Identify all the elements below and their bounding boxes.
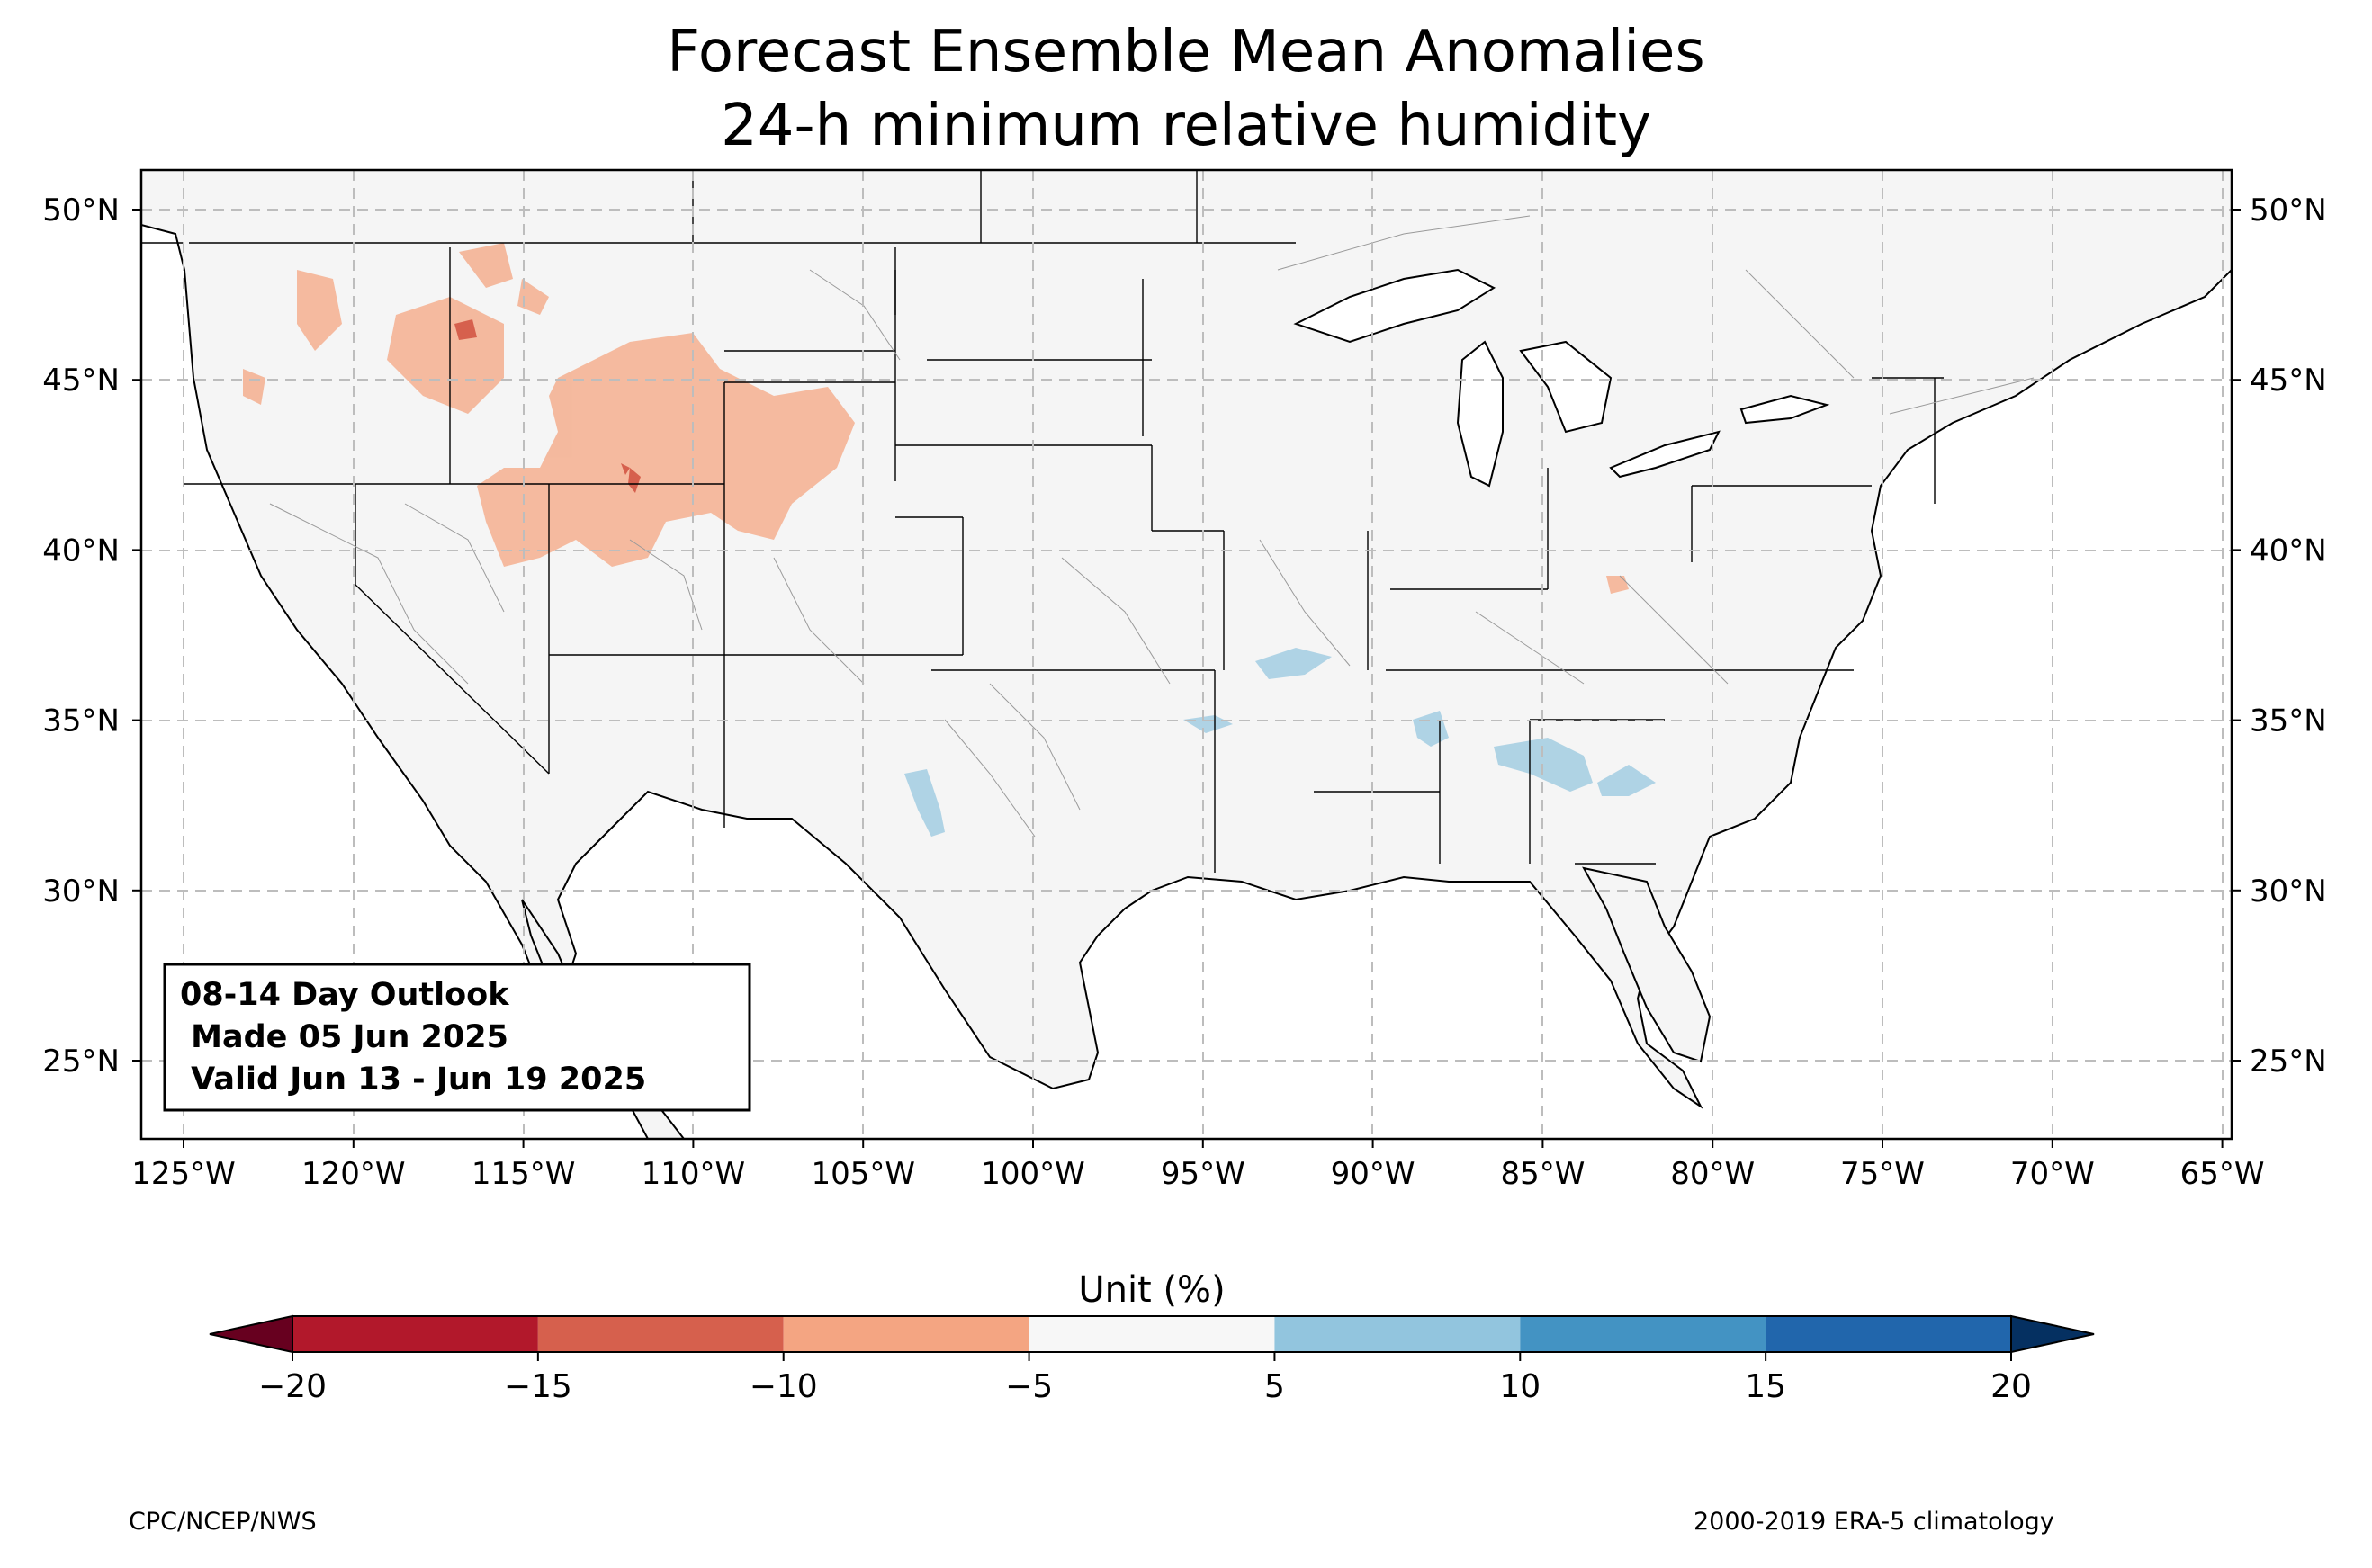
- map-panel: [139, 168, 2233, 1141]
- colorbar-ticks: −20 −15 −10 −5 5 10 15 20: [258, 1352, 2032, 1405]
- lon-tick-label: 110°W: [642, 1156, 746, 1192]
- lon-tick-label: 120°W: [301, 1156, 406, 1192]
- lon-tick-label: 65°W: [2180, 1156, 2265, 1192]
- colorbar-tick-label: 20: [1990, 1368, 2032, 1405]
- colorbar-tick-label: −5: [1005, 1368, 1053, 1405]
- colorbar-segment: [292, 1316, 538, 1352]
- footer-climatology: 2000-2019 ERA-5 climatology: [1694, 1508, 2054, 1536]
- colorbar-segment: [537, 1316, 784, 1352]
- outlook-info-box: 08-14 Day Outlook Made 05 Jun 2025 Valid…: [163, 963, 751, 1112]
- colorbar-segment: [1520, 1316, 1766, 1352]
- colorbar-tick-label: 15: [1745, 1368, 1786, 1405]
- latitude-axis-left: 50°N 45°N 40°N 35°N 30°N 25°N: [42, 193, 141, 1080]
- lon-tick-label: 90°W: [1331, 1156, 1415, 1192]
- lake-ontario: [1739, 394, 1830, 425]
- footer-source: CPC/NCEP/NWS: [129, 1508, 317, 1536]
- colorbar-segment: [1766, 1316, 2011, 1352]
- lake-huron: [1519, 340, 1613, 434]
- lat-tick-label-left: 30°N: [42, 874, 120, 909]
- colorbar-tick-label: −10: [750, 1368, 818, 1405]
- lon-tick-label: 70°W: [2010, 1156, 2095, 1192]
- info-line-2: Made 05 Jun 2025: [180, 1019, 508, 1055]
- colorbar-extend-high: [2010, 1314, 2095, 1354]
- info-line-3: Valid Jun 13 - Jun 19 2025: [180, 1062, 646, 1098]
- chart-subtitle: 24-h minimum relative humidity: [721, 93, 1651, 159]
- lon-tick-label: 105°W: [811, 1156, 915, 1192]
- lake-superior: [1293, 268, 1496, 344]
- lat-tick-label-right: 40°N: [2250, 533, 2327, 569]
- latitude-axis-right: 50°N 45°N 40°N 35°N 30°N 25°N: [2232, 193, 2327, 1080]
- longitude-axis: 125°W 120°W 115°W 110°W 105°W 100°W 95°W 90°W 85…: [131, 1139, 2265, 1192]
- lon-tick-label: 75°W: [1840, 1156, 1925, 1192]
- info-line-1: 08-14 Day Outlook: [180, 977, 509, 1013]
- lon-tick-label: 115°W: [472, 1156, 576, 1192]
- lat-tick-label-left: 40°N: [42, 533, 120, 569]
- lon-tick-label: 100°W: [981, 1156, 1085, 1192]
- chart-title: Forecast Ensemble Mean Anomalies: [667, 19, 1705, 85]
- lat-tick-label-right: 30°N: [2250, 874, 2327, 909]
- lat-tick-label-left: 35°N: [42, 703, 120, 739]
- dry-anomaly-areas: [243, 243, 1629, 594]
- colorbar-segment: [1274, 1316, 1521, 1352]
- lake-erie: [1609, 430, 1721, 479]
- county-lines: [269, 215, 2035, 838]
- colorbar-outline: [292, 1315, 2012, 1353]
- map-frame: [139, 168, 2233, 1141]
- colorbar-segment: [783, 1316, 1029, 1352]
- dry-anomaly-cores: [454, 319, 641, 493]
- lat-tick-label-right: 35°N: [2250, 703, 2327, 739]
- colorbar-tick-label: −15: [504, 1368, 572, 1405]
- colorbar-extend-low: [209, 1314, 293, 1354]
- colorbar-label: Unit (%): [1078, 1269, 1225, 1311]
- lon-tick-label: 95°W: [1161, 1156, 1245, 1192]
- lat-tick-label-right: 50°N: [2250, 193, 2327, 228]
- lat-tick-label-left: 50°N: [42, 193, 120, 228]
- colorbar-tick-label: 10: [1499, 1368, 1541, 1405]
- lake-michigan: [1456, 340, 1504, 488]
- lon-tick-label: 125°W: [131, 1156, 236, 1192]
- colorbar: Unit (%) −20 −15 −10 −5 5 10 15 20: [209, 1269, 2095, 1405]
- lat-tick-label-left: 25°N: [42, 1044, 120, 1080]
- lat-tick-label-left: 45°N: [42, 363, 120, 399]
- colorbar-segment: [1029, 1316, 1275, 1352]
- colorbar-tick-label: −20: [258, 1368, 327, 1405]
- lon-tick-label: 85°W: [1500, 1156, 1585, 1192]
- florida: [1582, 866, 1712, 1063]
- colorbar-segments: [209, 1314, 2095, 1354]
- lat-tick-label-right: 45°N: [2250, 363, 2327, 399]
- lat-tick-label-right: 25°N: [2250, 1044, 2327, 1080]
- colorbar-tick-label: 5: [1264, 1368, 1285, 1405]
- lon-tick-label: 80°W: [1670, 1156, 1755, 1192]
